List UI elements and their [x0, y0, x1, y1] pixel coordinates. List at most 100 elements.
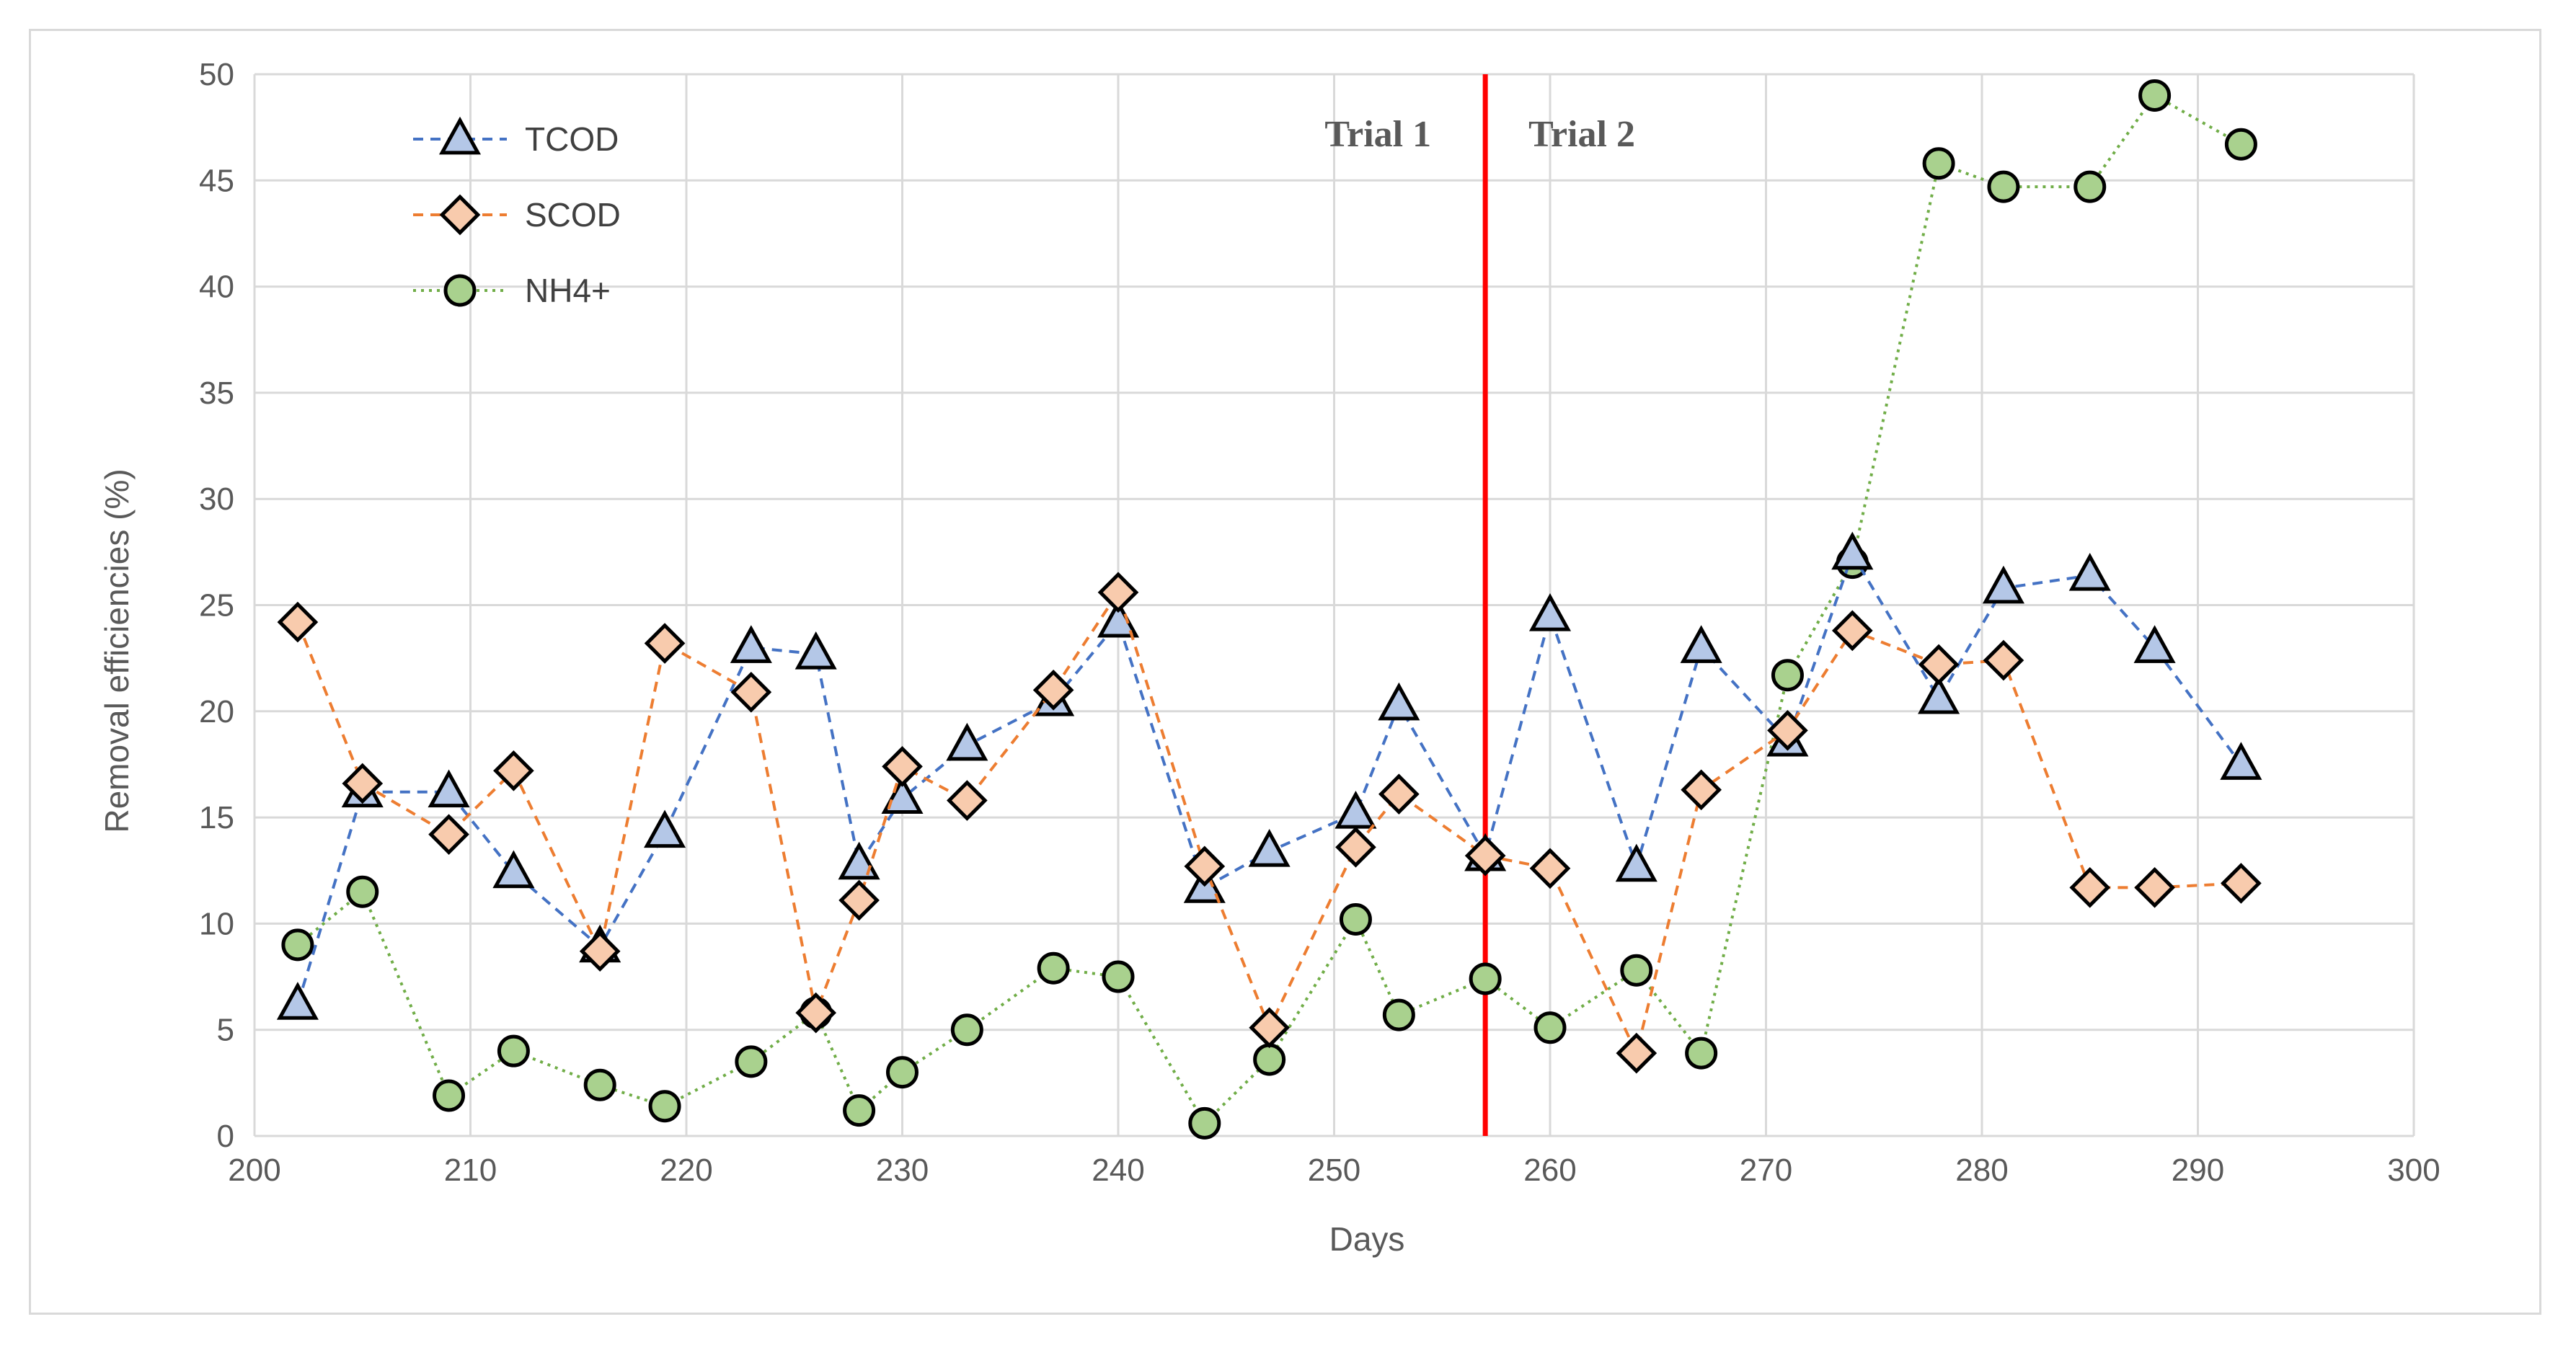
- diamond-marker: [1464, 835, 1506, 876]
- y-tick-label: 20: [199, 694, 234, 729]
- circle-marker: [2138, 79, 2172, 112]
- y-axis-ticks: 0 5 10 15 20 25 30 35 40 45 50: [199, 57, 234, 1154]
- diamond-marker: [1529, 848, 1571, 889]
- diamond-marker: [882, 746, 923, 787]
- triangle-marker: [1680, 625, 1722, 663]
- series-line: [296, 551, 2243, 1005]
- triangle-marker: [1615, 843, 1657, 882]
- x-tick-label: 200: [228, 1153, 280, 1188]
- triangle-marker: [838, 841, 880, 880]
- annotations: Trial 1 Trial 2: [1324, 114, 1635, 155]
- y-tick-label: 0: [217, 1119, 234, 1154]
- triangle-marker: [881, 776, 924, 814]
- diamond-marker: [947, 780, 988, 821]
- diamond-marker: [439, 194, 481, 236]
- circle-marker: [950, 1013, 983, 1047]
- triangle-marker: [2133, 625, 2176, 663]
- circle-marker: [1188, 1106, 1221, 1140]
- legend: TCOD SCOD NH4+: [413, 116, 621, 309]
- x-tick-label: 270: [1740, 1153, 1792, 1188]
- circle-marker: [735, 1045, 768, 1078]
- diamond-marker: [1097, 572, 1139, 613]
- circle-marker: [1253, 1043, 1286, 1076]
- triangle-marker: [730, 625, 772, 663]
- series-layer: [276, 79, 2262, 1140]
- x-tick-label: 220: [660, 1153, 712, 1188]
- circle-marker: [648, 1090, 681, 1123]
- circle-marker: [1037, 951, 1070, 985]
- diamond-marker: [838, 879, 880, 921]
- circle-marker: [346, 875, 379, 908]
- diamond-marker: [2134, 866, 2175, 908]
- trial-label: Trial 1: [1324, 114, 1431, 155]
- diamond-marker: [428, 814, 469, 856]
- y-axis-title: Removal efficiencies (%): [98, 469, 136, 833]
- diamond-marker: [1616, 1032, 1657, 1074]
- diamond-marker: [277, 601, 319, 643]
- legend-label: TCOD: [525, 120, 619, 158]
- triangle-marker: [644, 809, 686, 848]
- triangle-marker: [276, 982, 319, 1020]
- x-tick-label: 260: [1523, 1153, 1576, 1188]
- diamond-marker: [1335, 827, 1376, 868]
- x-tick-label: 300: [2387, 1153, 2440, 1188]
- triangle-marker: [1335, 790, 1377, 829]
- diamond-marker: [1831, 610, 1873, 652]
- triangle-marker: [795, 631, 837, 670]
- legend-label: SCOD: [525, 196, 621, 234]
- triangle-marker: [2068, 553, 2111, 591]
- x-tick-label: 280: [1955, 1153, 2008, 1188]
- diamond-marker: [1767, 709, 1808, 751]
- series-tcod: [276, 531, 2262, 1020]
- triangle-marker: [438, 116, 482, 155]
- diamond-marker: [1918, 644, 1960, 685]
- series-line: [296, 589, 2241, 1058]
- circle-marker: [497, 1034, 530, 1067]
- x-tick-label: 250: [1308, 1153, 1360, 1188]
- y-tick-label: 5: [217, 1013, 234, 1048]
- circle-marker: [583, 1068, 616, 1101]
- x-axis-title: Days: [1329, 1220, 1405, 1258]
- circle-marker: [1102, 960, 1135, 993]
- y-tick-label: 45: [199, 163, 234, 198]
- y-tick-label: 40: [199, 270, 234, 305]
- y-tick-label: 15: [199, 800, 234, 835]
- legend-item: NH4+: [413, 272, 611, 309]
- circle-marker: [1533, 1011, 1567, 1044]
- diamond-marker: [644, 623, 686, 664]
- y-tick-label: 30: [199, 481, 234, 517]
- circle-marker: [886, 1056, 919, 1089]
- y-tick-label: 25: [199, 588, 234, 623]
- chart-frame: 0 5 10 15 20 25 30 35 40 45 50 200 210 220 230 240 250 2…: [29, 29, 2541, 1315]
- diamond-marker: [2069, 866, 2111, 908]
- circle-marker: [1339, 903, 1372, 936]
- triangle-marker: [1982, 565, 2024, 604]
- circle-marker: [443, 274, 477, 307]
- diamond-marker: [1032, 670, 1074, 711]
- circle-marker: [281, 928, 314, 962]
- x-tick-label: 240: [1092, 1153, 1144, 1188]
- triangle-marker: [1528, 593, 1572, 631]
- triangle-marker: [1918, 675, 1960, 714]
- diamond-marker: [1378, 773, 1420, 815]
- circle-marker: [843, 1094, 876, 1127]
- diamond-marker: [493, 750, 534, 791]
- y-tick-label: 50: [199, 57, 234, 92]
- circle-marker: [1382, 998, 1415, 1031]
- triangle-marker: [428, 769, 470, 808]
- circle-marker: [1922, 147, 1955, 180]
- x-tick-label: 290: [2172, 1153, 2224, 1188]
- diamond-marker: [2221, 863, 2262, 904]
- x-axis-ticks: 200 210 220 230 240 250 260 270 280 290 300: [228, 1153, 2440, 1188]
- diamond-marker: [579, 931, 621, 972]
- circle-marker: [2224, 128, 2257, 161]
- circle-marker: [1987, 170, 2020, 203]
- triangle-marker: [946, 722, 988, 761]
- triangle-marker: [492, 850, 535, 889]
- circle-marker: [1469, 962, 1502, 995]
- diamond-marker: [1983, 639, 2024, 681]
- triangle-marker: [1378, 682, 1420, 721]
- circle-marker: [433, 1079, 466, 1112]
- x-tick-label: 230: [876, 1153, 929, 1188]
